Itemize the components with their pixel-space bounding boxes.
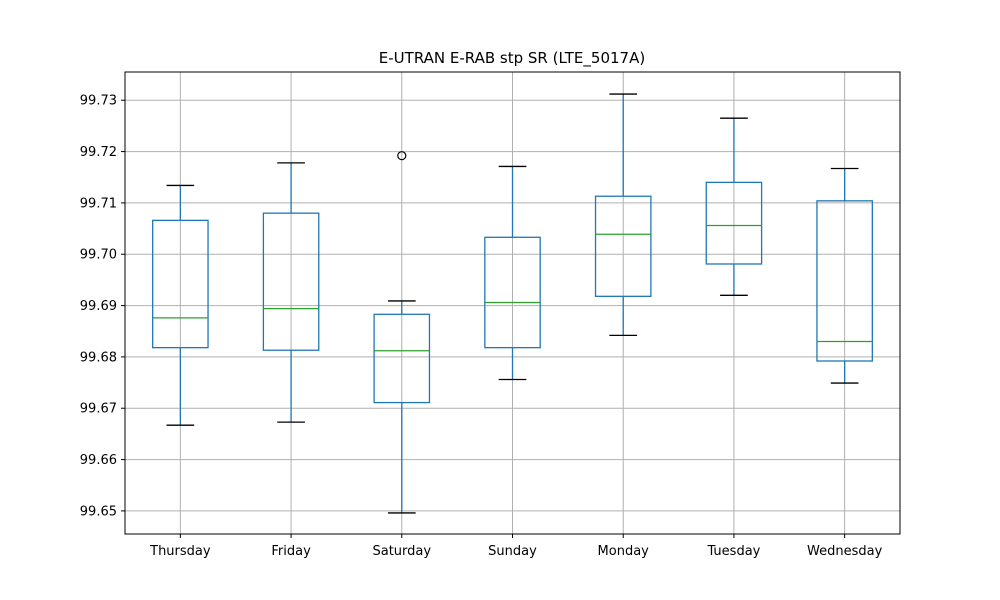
y-tick-label: 99.73 — [80, 94, 117, 109]
box-layer — [152, 93, 873, 514]
iqr-box — [373, 313, 431, 404]
y-tick-label: 99.67 — [80, 402, 117, 417]
iqr-box — [484, 236, 541, 349]
y-tick-label: 99.70 — [80, 248, 117, 263]
x-tick-label: Wednesday — [807, 544, 883, 559]
box-monday — [594, 93, 652, 336]
box-wednesday — [816, 167, 873, 384]
outlier-point — [397, 151, 407, 161]
box-tuesday — [705, 117, 763, 296]
x-tick-label: Tuesday — [706, 544, 760, 559]
chart-title: E-UTRAN E-RAB stp SR (LTE_5017A) — [379, 49, 645, 68]
box-sunday — [484, 165, 541, 381]
y-axis: 99.65 99.66 99.67 99.68 99.69 99.70 99.71 99.72… — [80, 94, 125, 519]
box-friday — [262, 162, 320, 423]
x-tick-label: Monday — [598, 544, 650, 559]
box-thursday — [152, 184, 209, 426]
y-tick-label: 99.72 — [80, 145, 117, 160]
iqr-box — [262, 212, 320, 351]
x-tick-label: Thursday — [149, 544, 211, 559]
x-tick-label: Friday — [271, 544, 311, 559]
iqr-box — [705, 181, 763, 265]
y-tick-label: 99.66 — [80, 453, 117, 468]
iqr-box — [594, 195, 652, 297]
x-tick-label: Saturday — [372, 544, 431, 559]
y-tick-label: 99.71 — [80, 196, 117, 211]
y-tick-label: 99.65 — [80, 504, 117, 519]
iqr-box — [152, 219, 209, 349]
x-axis: Thursday Friday Saturday Sunday Monday Tuesda… — [149, 534, 883, 559]
y-tick-label: 99.69 — [80, 299, 117, 314]
x-tick-label: Sunday — [488, 544, 537, 559]
y-tick-label: 99.68 — [80, 350, 117, 365]
iqr-box — [816, 200, 873, 362]
box-saturday — [373, 151, 431, 514]
